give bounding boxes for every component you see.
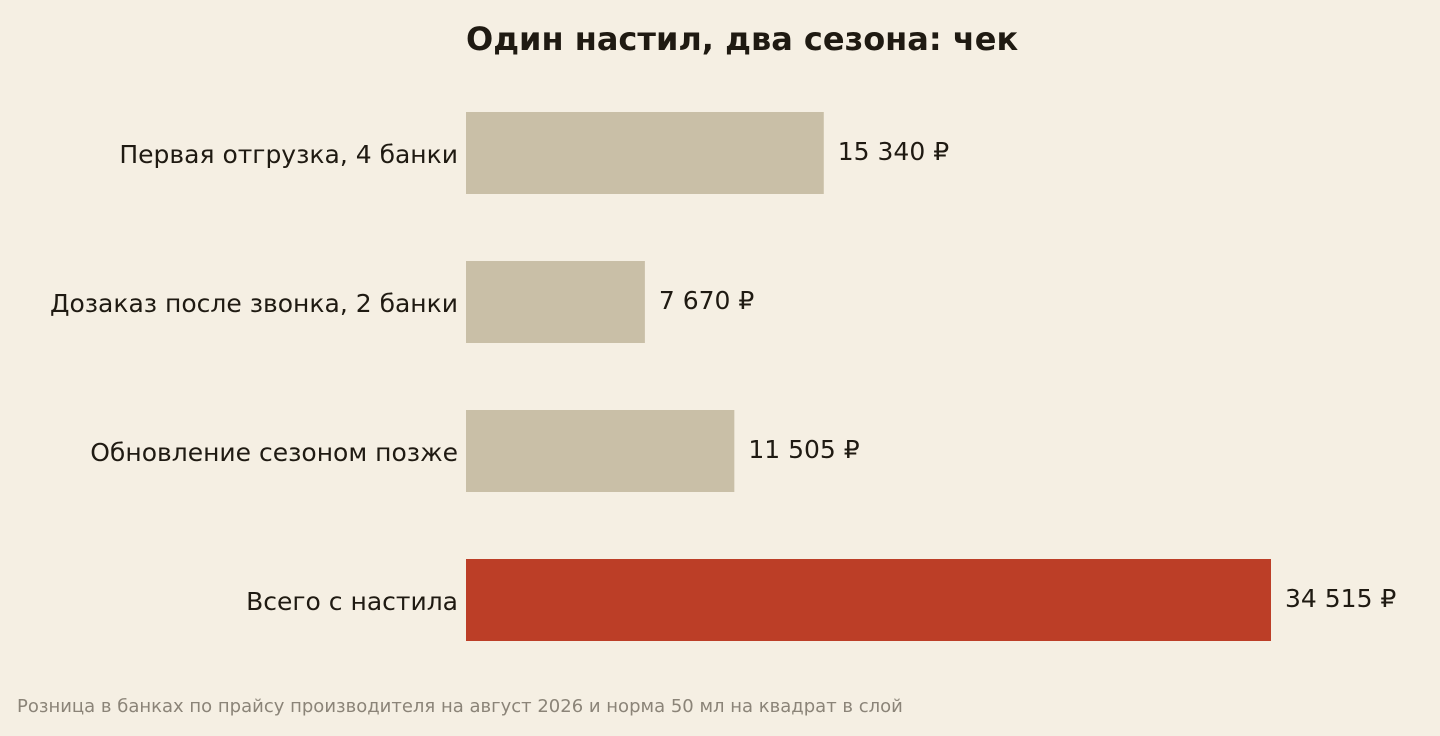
value-label: 15 340 ₽ <box>838 137 949 166</box>
bar-total <box>466 559 1271 641</box>
bar-2 <box>466 410 735 492</box>
chart-title: Один настил, два сезона: чек <box>466 20 1018 58</box>
value-label: 11 505 ₽ <box>748 435 859 464</box>
category-label: Дозаказ после звонка, 2 банки <box>50 289 458 318</box>
bars-group: Первая отгрузка, 4 банки 15 340 ₽ Дозаказ … <box>50 112 1396 641</box>
value-label: 7 670 ₽ <box>659 286 755 315</box>
value-label: 34 515 ₽ <box>1285 584 1396 613</box>
category-label: Всего с настила <box>246 587 458 616</box>
bar-chart: Один настил, два сезона: чек Первая отгр… <box>50 20 1396 641</box>
category-label: Обновление сезоном позже <box>90 438 458 467</box>
category-label: Первая отгрузка, 4 банки <box>119 140 458 169</box>
bar-0 <box>466 112 824 194</box>
source-note: Розница в банках по прайсу производителя… <box>17 696 903 717</box>
bar-1 <box>466 261 645 343</box>
